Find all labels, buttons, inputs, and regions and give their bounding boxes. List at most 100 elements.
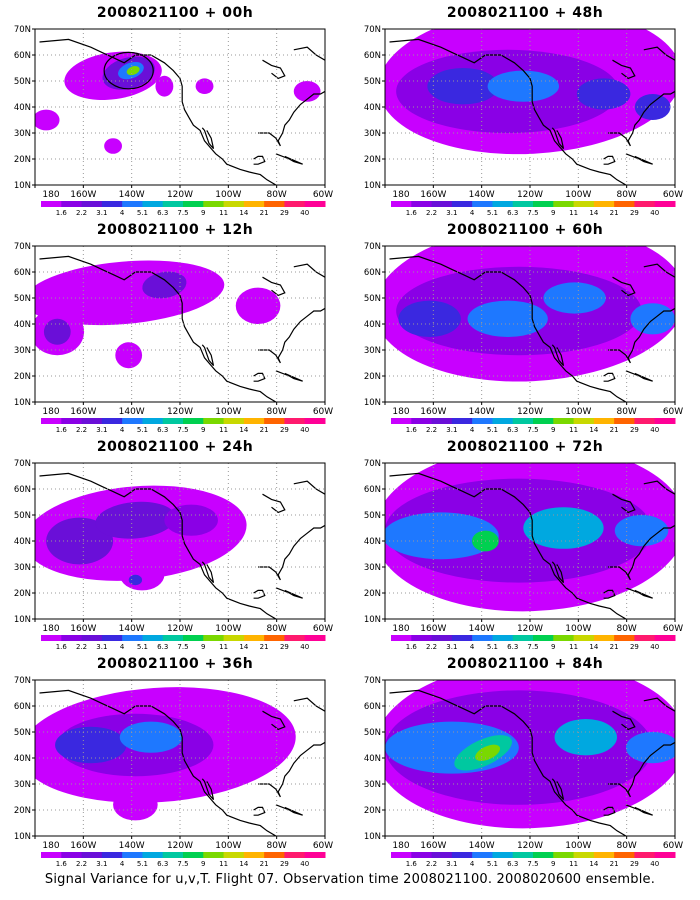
colorbar-label: 11 [569,643,578,649]
colorbar-label: 2.2 [426,209,437,215]
lat-tick-label: 50N [364,511,381,521]
coastline [201,778,215,800]
variance-contour [119,721,183,753]
colorbar-swatch [81,418,103,424]
colorbar-swatch [634,635,656,641]
colorbar-label: 5.1 [137,209,148,215]
map-72h: 70N 60N 50N 40N 30N 20N 10N 180 160W 140W 120W 100W… [364,459,683,649]
variance-contour [523,507,604,549]
lat-tick-label: 30N [364,563,381,573]
lat-tick-label: 70N [14,676,31,686]
coastline [258,90,325,147]
map-panel-00h: 70N 60N 50N 40N 30N 20N 10N 180 160W 140W 120W 100W… [5,5,345,215]
colorbar-swatch [451,201,473,207]
colorbar-label: 4 [120,643,125,649]
colorbar-swatch [81,201,103,207]
map-36h: 70N 60N 50N 40N 30N 20N 10N 180 160W 140W 120W 100W… [14,676,333,866]
coastline [643,263,675,278]
colorbar-label: 21 [260,426,269,432]
figure-caption: Signal Variance for u,v,T. Flight 07. Ob… [44,872,656,887]
lat-tick-label: 50N [14,511,31,521]
lat-tick-label: 60N [364,485,381,495]
colorbar-swatch [203,418,225,424]
colorbar-swatch [573,418,595,424]
colorbar-swatch [492,635,514,641]
lon-tick-label: 180 [42,190,59,200]
colorbar-label: 2.2 [426,643,437,649]
coastline [293,263,325,278]
lon-tick-label: 80W [266,624,286,634]
lat-tick-label: 30N [14,780,31,790]
colorbar-label: 5.1 [487,860,498,866]
colorbar-label: 21 [260,209,269,215]
lat-tick-label: 20N [364,155,381,165]
variance-contour [235,287,281,324]
coastline [258,741,325,798]
colorbar-swatch [654,852,676,858]
coastline [643,480,675,495]
lat-tick-label: 70N [364,676,381,686]
coastline [551,127,565,149]
lon-tick-label: 180 [42,624,59,634]
colorbar-label: 9 [201,860,205,866]
variance-contour [119,559,165,591]
variance-contour [142,271,187,299]
colorbar: 1.6 2.2 3.1 4 5.1 6.3 7.5 9 11 14 21 29 40 [391,635,676,649]
colorbar-label: 11 [569,426,578,432]
lat-tick-label: 50N [14,294,31,304]
panel-title: 2008021100 + 72h [446,439,604,455]
lon-tick-label: 160W [420,190,446,200]
lat-tick-label: 60N [14,268,31,278]
colorbar-label: 14 [239,426,248,432]
lat-tick-label: 40N [14,537,31,547]
colorbar-label: 1.6 [56,643,68,649]
colorbar-swatch [101,201,123,207]
colorbar-swatch [243,418,265,424]
colorbar-swatch [553,418,575,424]
variance-contour [293,81,321,102]
colorbar-swatch [411,852,433,858]
variance-contour [115,342,143,369]
gridlines [35,246,325,402]
lat-tick-label: 60N [14,51,31,61]
colorbar-swatch [284,201,306,207]
lon-tick-label: 120W [517,624,543,634]
variance-contour [625,732,675,764]
lat-tick-label: 40N [364,754,381,764]
shaded-variance [35,687,296,821]
lat-tick-label: 60N [364,702,381,712]
colorbar-label: 11 [569,209,578,215]
colorbar-swatch [411,418,433,424]
colorbar-label: 9 [551,426,555,432]
coastline [39,472,277,619]
colorbar-swatch [284,418,306,424]
lat-tick-label: 50N [364,728,381,738]
colorbar-label: 4 [470,209,475,215]
colorbar-label: 3.1 [446,643,457,649]
lat-tick-label: 40N [364,537,381,547]
colorbar-label: 3.1 [446,209,457,215]
colorbar-label: 29 [630,426,639,432]
colorbar-swatch [593,201,615,207]
colorbar-swatch [61,852,83,858]
colorbar-label: 21 [610,209,619,215]
colorbar-label: 40 [300,860,309,866]
colorbar-label: 7.5 [177,860,188,866]
colorbar-label: 14 [589,209,598,215]
coastline [608,741,675,798]
coastline [625,804,653,816]
colorbar-label: 29 [280,426,289,432]
colorbar-swatch [512,201,534,207]
colorbar-label: 7.5 [177,426,188,432]
colorbar-label: 2.2 [76,426,87,432]
lat-tick-label: 20N [14,372,31,382]
panel-title: 2008021100 + 48h [446,5,604,21]
colorbar-swatch [411,635,433,641]
colorbar-label: 3.1 [96,860,107,866]
colorbar-label: 3.1 [96,426,107,432]
colorbar-swatch [573,635,595,641]
colorbar-label: 3.1 [446,426,457,432]
colorbar-label: 5.1 [137,860,148,866]
lon-tick-label: 60W [313,841,333,851]
lon-tick-label: 140W [469,841,495,851]
